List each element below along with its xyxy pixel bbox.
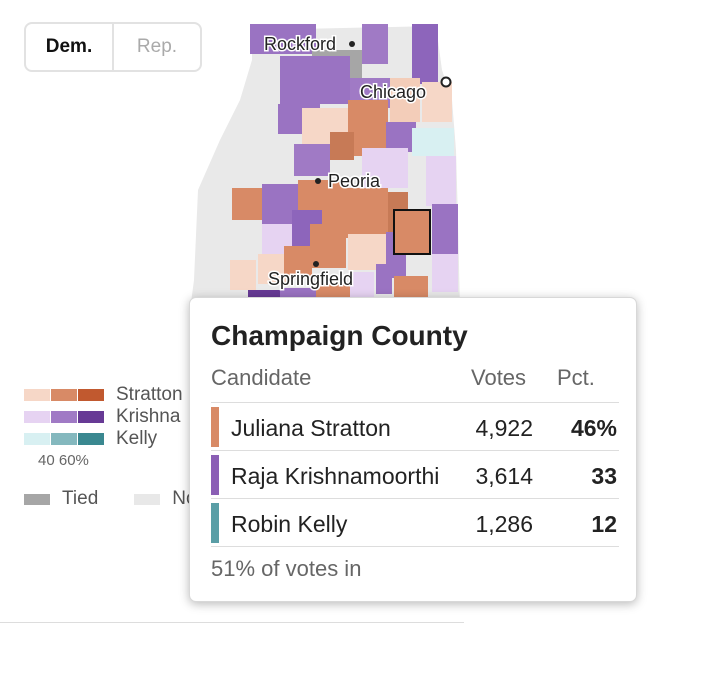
map-svg: Rockford Chicago Peoria Springfield <box>190 24 460 310</box>
county-title: Champaign County <box>211 320 468 351</box>
header-pct: Pct. <box>557 365 595 390</box>
legend-row-stratton: Stratton <box>24 384 183 406</box>
krishna-light-swatch <box>24 411 50 423</box>
chicago-label: Chicago <box>360 82 426 102</box>
springfield-label: Springfield <box>268 269 353 289</box>
candidate-votes: 4,922 <box>475 415 533 441</box>
chicago-marker <box>440 76 452 88</box>
champaign-county-highlight <box>393 209 431 255</box>
candidate-color-bar <box>211 455 219 495</box>
krishna-dark-swatch <box>78 411 104 423</box>
legend-label-krishna: Krishna <box>116 406 181 427</box>
result-row: Robin Kelly 1,286 12 <box>211 498 619 547</box>
candidate-pct: 12 <box>591 511 617 537</box>
peoria-label: Peoria <box>328 171 381 191</box>
kelly-mid-swatch <box>51 433 77 445</box>
legend-label-kelly: Kelly <box>116 428 158 449</box>
legend-row-krishna: Krishna <box>24 406 183 428</box>
header-votes: Votes <box>471 365 527 390</box>
legend-other: Tied No <box>24 488 197 510</box>
result-row: Juliana Stratton 4,922 46% <box>211 402 619 451</box>
illinois-county-map[interactable]: Rockford Chicago Peoria Springfield <box>190 20 470 310</box>
krishna-mid-swatch <box>51 411 77 423</box>
map-legend: Stratton Krishna Kelly 40 60% <box>24 384 183 469</box>
candidate-name: Raja Krishnamoorthi <box>231 463 440 489</box>
springfield-marker <box>313 261 319 267</box>
rockford-label: Rockford <box>264 34 336 54</box>
candidate-pct: 33 <box>591 463 617 489</box>
result-row: Raja Krishnamoorthi 3,614 33 <box>211 450 619 499</box>
table-bottom-rule <box>211 546 619 547</box>
divider <box>0 622 464 623</box>
tied-label: Tied <box>62 488 99 509</box>
candidate-color-bar <box>211 407 219 447</box>
stratton-dark-swatch <box>78 389 104 401</box>
candidate-color-bar <box>211 503 219 543</box>
votes-in-status: 51% of votes in <box>211 556 362 581</box>
legend-label-stratton: Stratton <box>116 384 183 405</box>
tied-swatch <box>24 493 50 505</box>
county-tooltip: Champaign County Candidate Votes Pct. Ju… <box>189 297 637 602</box>
stratton-light-swatch <box>24 389 50 401</box>
peoria-marker <box>315 178 321 184</box>
rockford-marker <box>349 41 355 47</box>
header-candidate: Candidate <box>211 365 312 390</box>
stratton-mid-swatch <box>51 389 77 401</box>
party-toggle: Dem. Rep. <box>24 22 202 72</box>
candidate-name: Robin Kelly <box>231 511 348 537</box>
rep-toggle-button[interactable]: Rep. <box>112 24 200 70</box>
candidate-name: Juliana Stratton <box>231 415 391 441</box>
city-markers: Rockford Chicago Peoria Springfield <box>263 33 452 291</box>
candidate-votes: 1,286 <box>475 511 533 537</box>
county-shapes <box>230 24 458 310</box>
kelly-dark-swatch <box>78 433 104 445</box>
legend-row-kelly: Kelly <box>24 428 183 450</box>
candidate-votes: 3,614 <box>475 463 533 489</box>
candidate-pct: 46% <box>570 415 617 441</box>
no-results-swatch <box>134 493 161 505</box>
dem-toggle-button[interactable]: Dem. <box>45 36 93 57</box>
legend-scale: 40 60% <box>38 452 89 469</box>
kelly-light-swatch <box>24 433 50 445</box>
